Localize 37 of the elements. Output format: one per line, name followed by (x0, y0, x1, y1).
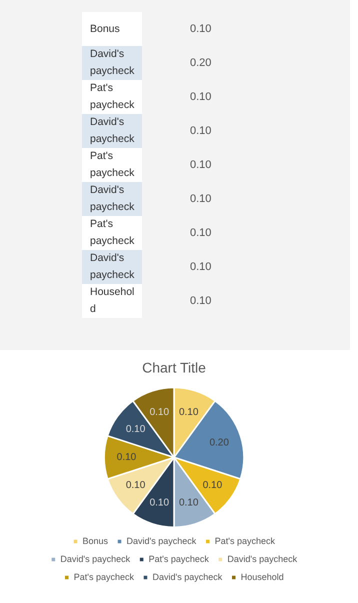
category-label: Household (90, 286, 134, 315)
category-label: Pat's paycheck (90, 218, 134, 247)
text: 0.10 (190, 125, 212, 137)
data-label: 0.10 (150, 497, 170, 508)
legend-label: Pat's paycheck (214, 536, 276, 546)
text: 0.10 (190, 91, 212, 103)
text: 0.10 (190, 261, 212, 273)
category-label: Pat's paycheck (90, 82, 134, 111)
legend-label: David's paycheck (227, 554, 298, 564)
text: 0.10 (190, 159, 212, 171)
text: 0.10 (190, 227, 212, 239)
legend-label: David's paycheck (152, 572, 223, 582)
category-label: David's paycheck (90, 116, 134, 145)
text: 0.20 (190, 57, 212, 69)
legend-label: Pat's paycheck (74, 572, 134, 582)
category-label: Pat's paycheck (90, 150, 134, 179)
data-label: 0.10 (150, 406, 170, 418)
text: 0.10 (190, 23, 212, 35)
data-label: 0.10 (202, 480, 223, 492)
legend-label: David's paycheck (126, 536, 197, 546)
data-label: 0.10 (126, 480, 146, 492)
legend-label: David's paycheck (60, 554, 131, 564)
category-label: David's paycheck (90, 184, 134, 213)
legend-label: Pat's paycheck (148, 554, 210, 564)
legend-label: Household (240, 572, 284, 582)
data-label: 0.10 (116, 452, 137, 464)
chart-title: Chart Title (142, 359, 206, 376)
category-label: David's paycheck (90, 48, 134, 77)
category-label: David's paycheck (90, 252, 134, 281)
text: 0.10 (190, 295, 212, 307)
data-label: 0.20 (209, 437, 230, 448)
data-label: 0.10 (178, 406, 199, 418)
legend-label: Bonus (82, 536, 109, 546)
category-label: Bonus (90, 22, 120, 34)
data-label: 0.10 (178, 497, 199, 508)
data-label: 0.10 (126, 424, 146, 436)
text: 0.10 (190, 193, 212, 205)
